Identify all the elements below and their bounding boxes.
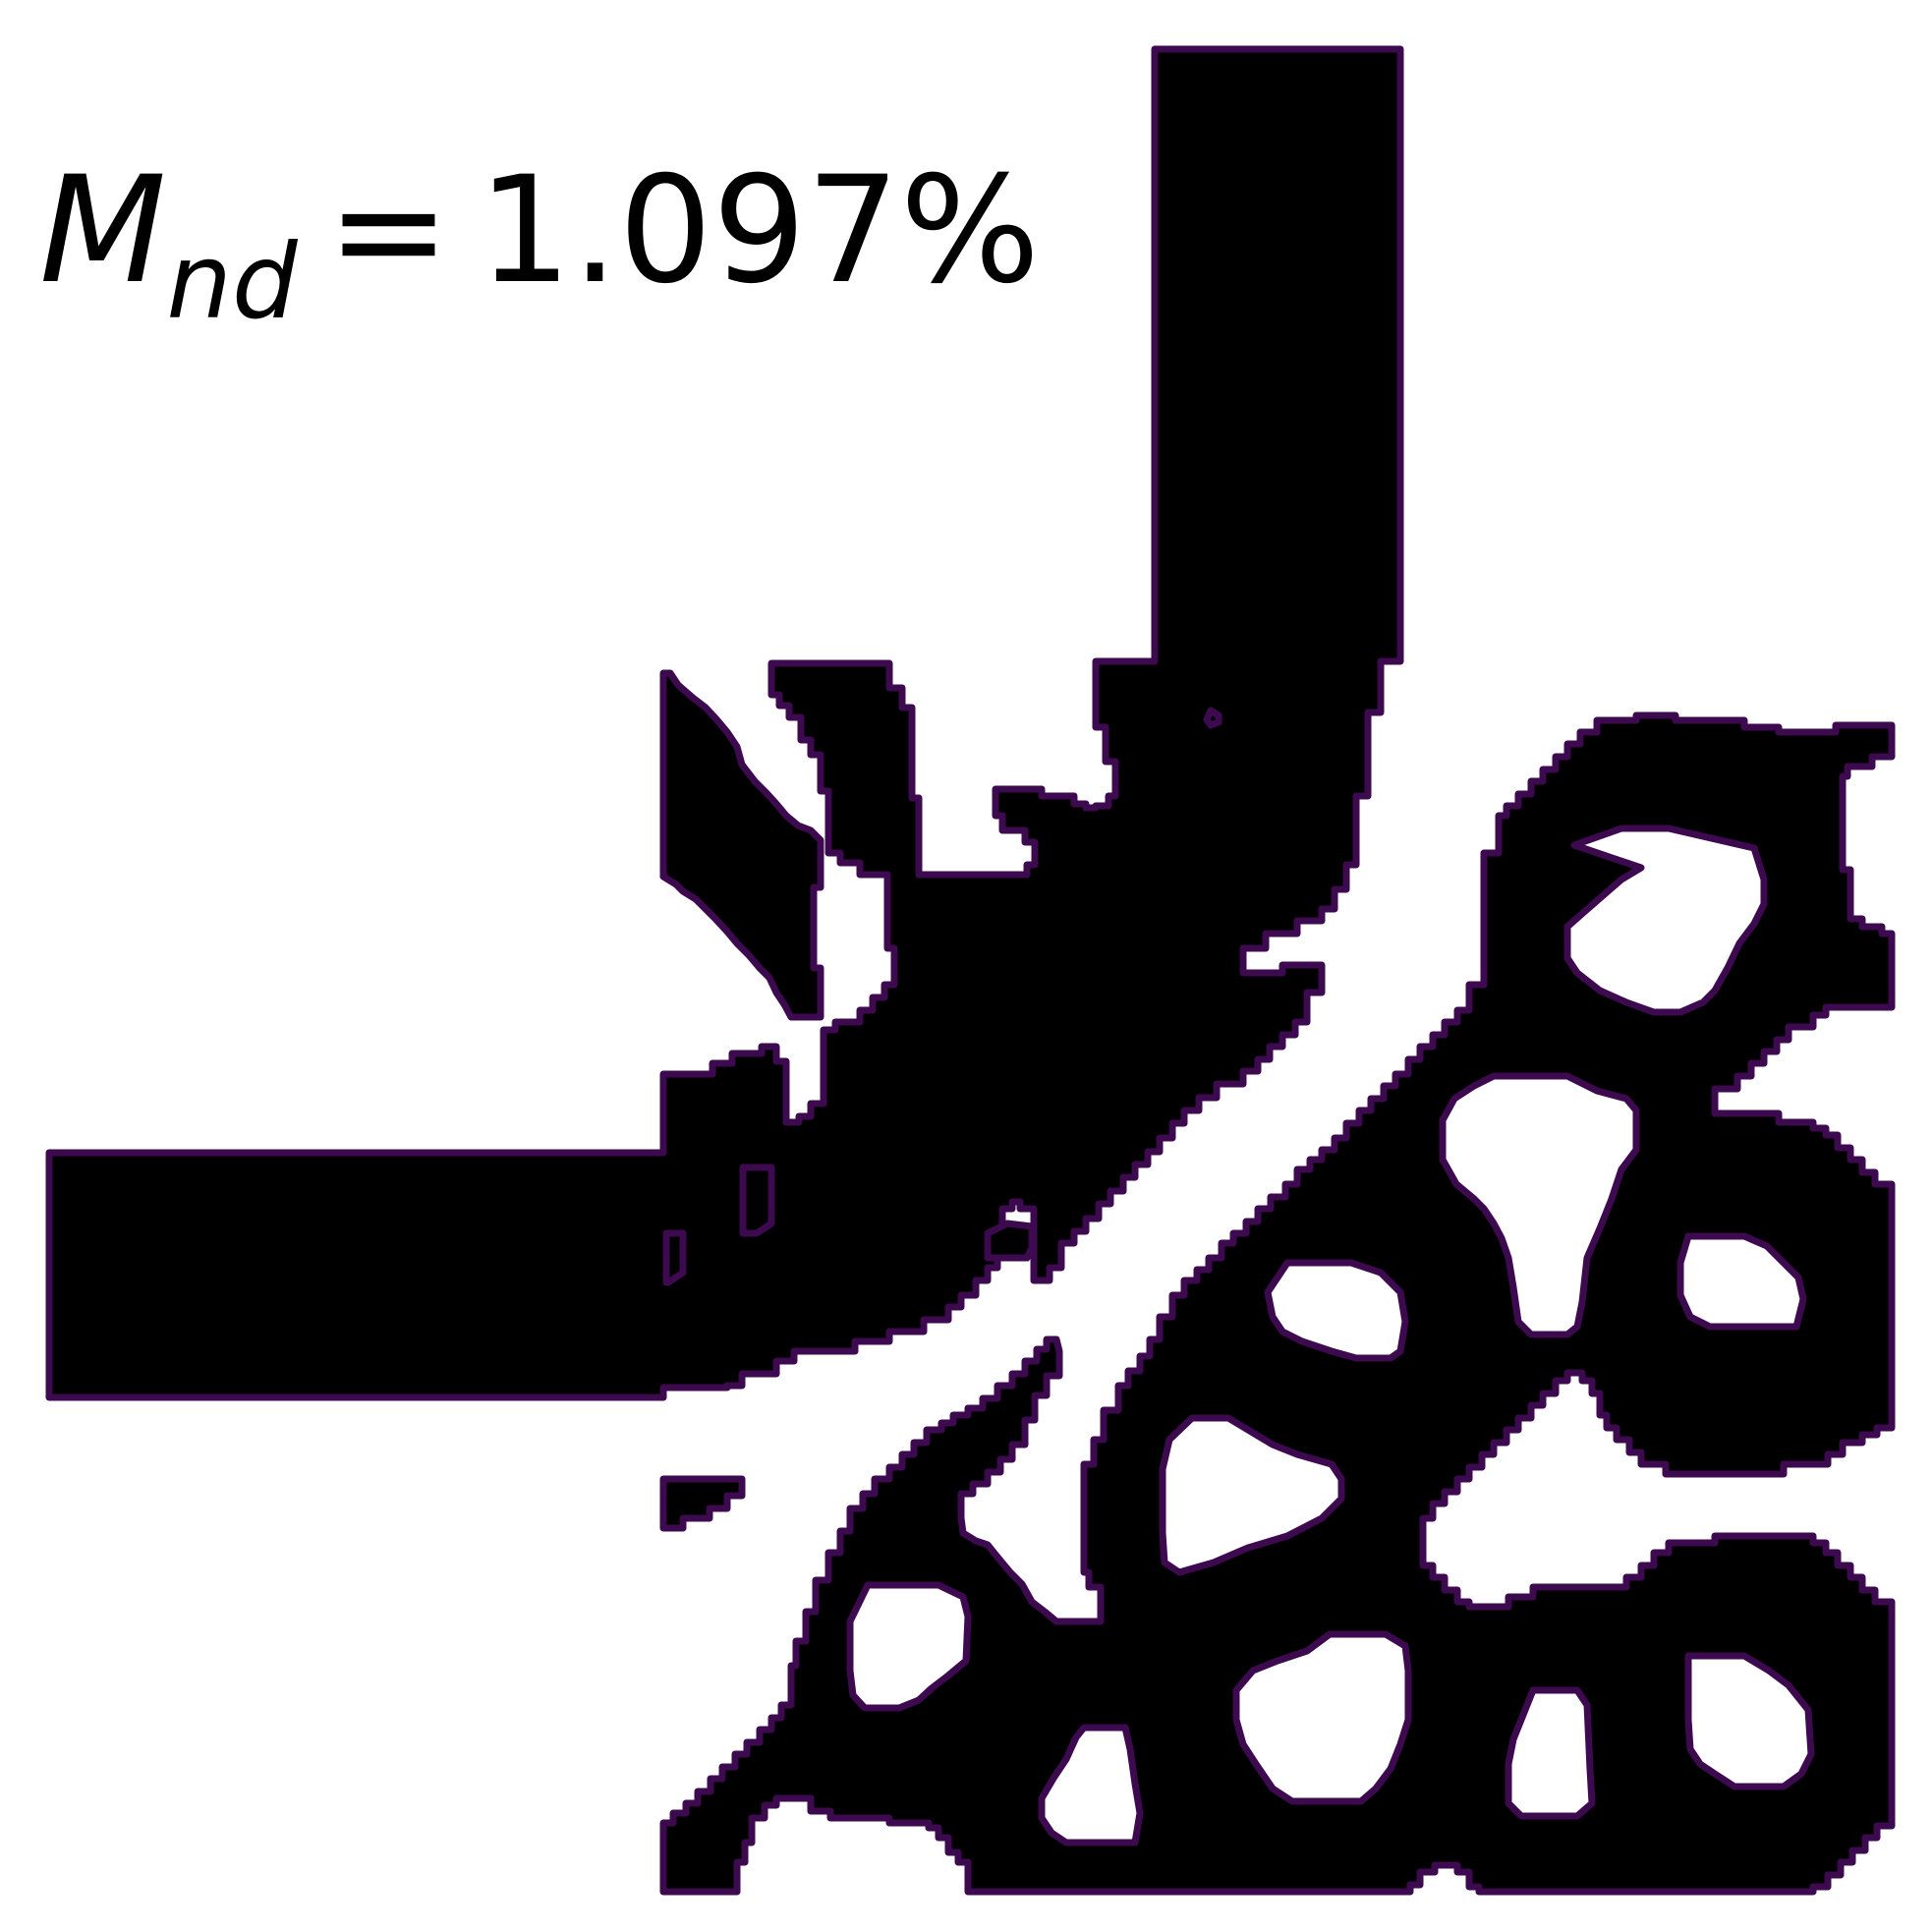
metric-symbol: M (39, 145, 167, 316)
material-body (45, 45, 1896, 1896)
metric-equals: = (326, 145, 451, 316)
wedge-fragment (659, 669, 824, 1021)
metric-label: Mnd = 1.097% (39, 157, 1040, 333)
metric-subscript: nd (166, 221, 298, 342)
small-fragment (659, 1475, 746, 1532)
vertical-arm (45, 45, 1404, 1401)
metric-value: 1.097% (478, 145, 1041, 316)
lower-branch (659, 707, 1896, 1896)
